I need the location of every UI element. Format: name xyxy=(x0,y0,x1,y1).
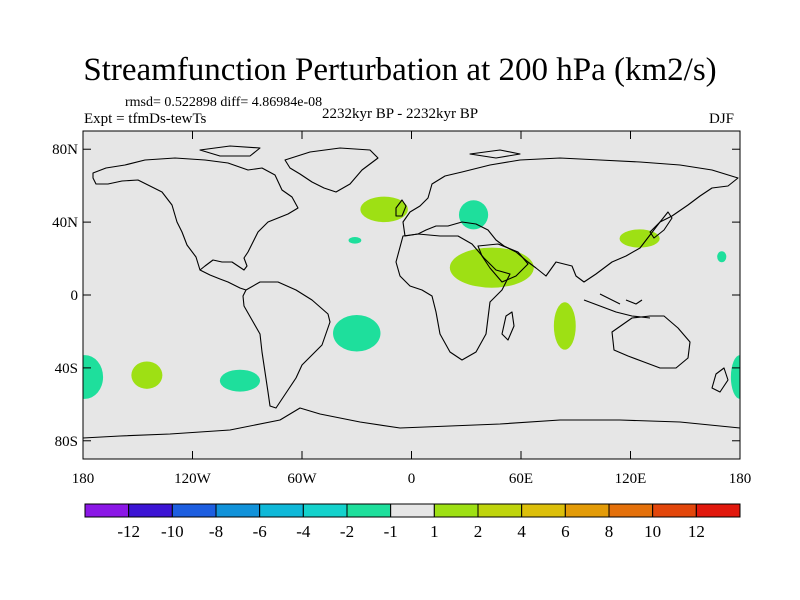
anomaly-korea-positive xyxy=(619,229,660,248)
coast-antarctica xyxy=(83,407,740,439)
tick-layer xyxy=(82,131,741,459)
lon-tick-label: 180 xyxy=(72,471,95,487)
colorbar-swatch xyxy=(652,503,697,518)
anomaly-south-atlantic-negative xyxy=(333,315,381,352)
anomaly-arabia-positive xyxy=(449,247,534,288)
colorbar-label: 8 xyxy=(605,522,614,541)
colorbar-swatch xyxy=(215,503,261,518)
colorbar-swatch xyxy=(433,503,479,518)
colorbar-label: -12 xyxy=(117,522,140,541)
anomaly-mediterranean-positive xyxy=(360,196,408,223)
coast-britain xyxy=(395,199,407,217)
coast-arabia xyxy=(477,243,529,283)
colorbar-label: -8 xyxy=(209,522,223,541)
coast-japan xyxy=(649,211,673,239)
colorbar-label: -1 xyxy=(384,522,398,541)
colorbar-swatch xyxy=(346,503,392,518)
colorbar-swatch xyxy=(564,503,610,518)
lat-tick-label: 80N xyxy=(52,142,78,158)
anomaly-atlantic-small-negative xyxy=(348,237,362,244)
colorbar-swatch xyxy=(128,503,173,518)
anomaly-dateline-west-negative xyxy=(83,355,104,399)
lon-tick-label: 60E xyxy=(509,471,533,487)
colorbar-swatch xyxy=(259,503,304,518)
coast-australia xyxy=(611,315,691,369)
lat-tick-label: 40N xyxy=(52,215,78,231)
colorbar-swatch xyxy=(302,503,348,518)
lat-tick-label: 0 xyxy=(71,288,79,304)
colorbar-label: 10 xyxy=(644,522,661,541)
colorbar-label: -6 xyxy=(253,522,267,541)
season-label: DJF xyxy=(709,111,735,127)
lon-tick-label: 60W xyxy=(287,471,317,487)
coast-greenland xyxy=(284,147,379,193)
anomaly-south-pacific-positive xyxy=(131,361,163,389)
colorbar-label: -2 xyxy=(340,522,354,541)
coast-north-america xyxy=(92,157,299,271)
colorbar-swatch xyxy=(477,503,523,518)
coast-central-america xyxy=(199,269,247,291)
colorbar-label: -10 xyxy=(161,522,184,541)
colorbar-label: 2 xyxy=(474,522,483,541)
coast-arctic-islands xyxy=(199,145,521,159)
colorbar-swatch xyxy=(390,503,435,518)
chart-title: Streamfunction Perturbation at 200 hPa (… xyxy=(83,52,717,88)
colorbar-label: -4 xyxy=(296,522,311,541)
colorbar-swatch xyxy=(695,503,741,518)
coast-madagascar xyxy=(501,311,515,341)
colorbar-swatch xyxy=(521,503,566,518)
coast-new-zealand xyxy=(711,367,729,393)
colorbar: -12 -10 -8 -6 -4 -2 -1 1 2 4 6 8 10 12 xyxy=(84,503,741,541)
colorbar-label: 12 xyxy=(688,522,705,541)
map-background xyxy=(83,131,740,459)
lon-tick-label: 0 xyxy=(408,471,416,487)
coast-africa xyxy=(395,233,511,361)
anomaly-turkey-negative xyxy=(458,200,489,230)
anomaly-south-pacific-negative xyxy=(219,369,261,392)
colorbar-label: 1 xyxy=(430,522,439,541)
colorbar-swatch xyxy=(84,503,130,518)
stats-text: rmsd= 0.522898 diff= 4.86984e-08 xyxy=(125,95,323,110)
coast-indonesia xyxy=(583,293,651,319)
colorbar-label: 6 xyxy=(561,522,570,541)
lon-tick-label: 120W xyxy=(174,471,212,487)
period-label: 2232kyr BP - 2232kyr BP xyxy=(322,106,479,122)
lon-tick-label: 120E xyxy=(615,471,647,487)
anomaly-dateline-east-negative xyxy=(730,355,740,399)
lat-tick-label: 40S xyxy=(55,361,78,377)
anomaly-indian-ocean-positive xyxy=(553,302,576,350)
colorbar-label: 4 xyxy=(517,522,526,541)
coast-south-america xyxy=(242,281,331,409)
coastline-layer xyxy=(83,145,740,439)
anomaly-pacific-small-negative xyxy=(717,251,727,263)
colorbar-swatch xyxy=(171,503,217,518)
lon-tick-label: 180 xyxy=(729,471,752,487)
coast-eurasia xyxy=(402,157,739,283)
colorbar-swatch xyxy=(608,503,654,518)
lat-tick-label: 80S xyxy=(55,434,78,450)
experiment-label: Expt = tfmDs-tewTs xyxy=(84,111,207,127)
